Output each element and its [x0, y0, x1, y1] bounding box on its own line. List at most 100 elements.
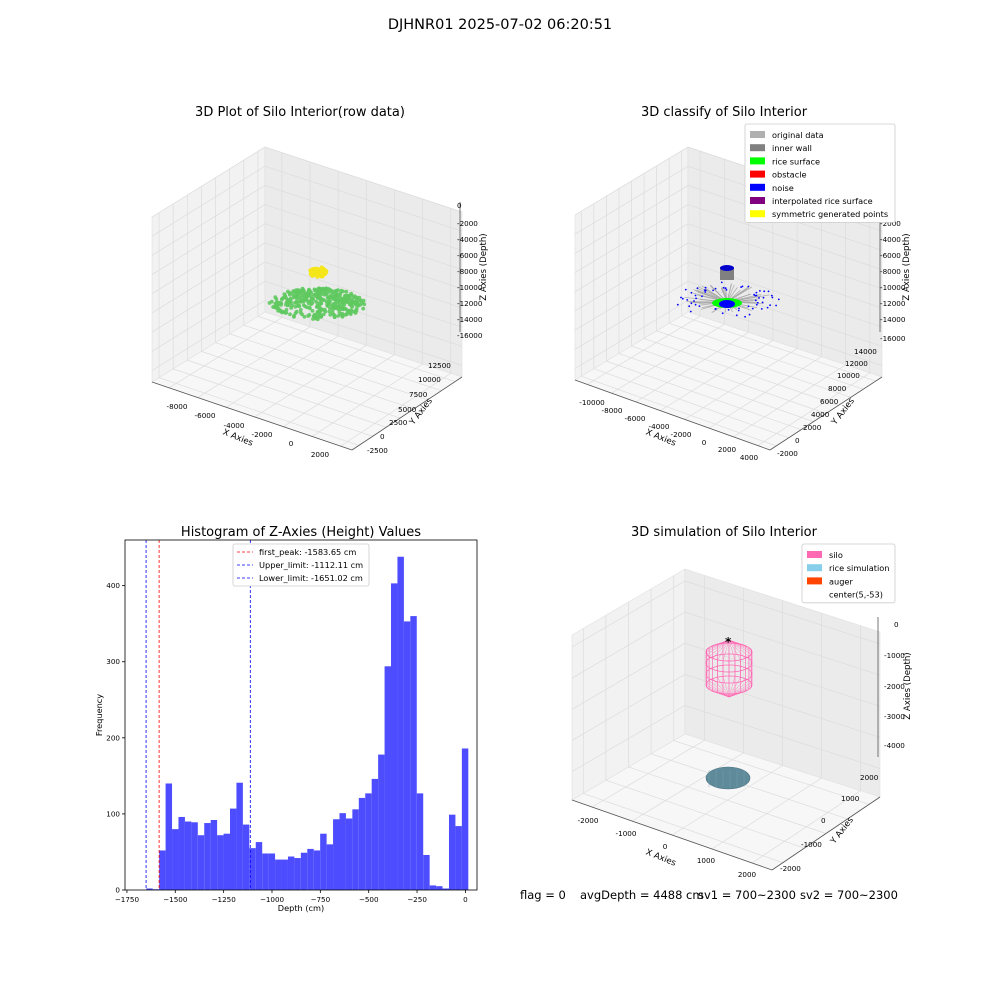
x-gridline: [254, 345, 367, 418]
silo-roof-line: [706, 639, 730, 650]
surface-point: [302, 314, 307, 319]
z-tick-label: -4000: [880, 235, 901, 244]
y-tick-label: 12500: [428, 361, 451, 370]
surface-point: [284, 302, 288, 307]
histogram-bar: [230, 808, 237, 890]
z-tick-label: 0: [894, 620, 899, 629]
legend-swatch: [807, 577, 822, 585]
surface-point: [294, 291, 298, 295]
z-gridline: [574, 261, 883, 331]
histogram-bar: [217, 835, 224, 890]
surface-point: [279, 302, 283, 307]
histogram-bar: [191, 822, 198, 890]
silo-roof-line: [728, 639, 736, 661]
figure-title: DJHNR01 2025-07-02 06:20:51: [387, 17, 613, 33]
silo-floor-line: [705, 684, 730, 698]
surface-point: [315, 301, 320, 305]
surface-point: [343, 307, 348, 311]
surface-point: [307, 313, 312, 317]
histogram-bar: [294, 858, 301, 890]
top-point: [320, 272, 325, 277]
x-tick-label: -8000: [602, 406, 623, 415]
histogram-bar: [358, 797, 366, 890]
histogram-bar: [197, 835, 205, 890]
surface-point: [341, 289, 345, 294]
legend-swatch: [750, 197, 765, 204]
histogram-bar: [204, 823, 211, 890]
surface-point: [306, 292, 310, 297]
z-tick-label: -6000: [880, 251, 901, 260]
simulation-3d-plot: 3D simulation of Silo Interior -2000 -1000…: [571, 525, 913, 879]
histogram-bar: [391, 583, 398, 890]
surface-point: [357, 298, 361, 303]
x-tick-label: −1000: [260, 895, 285, 904]
y-tick-label: 300: [106, 657, 120, 666]
histogram-bar: [165, 783, 173, 890]
surface-point: [310, 309, 315, 313]
surface-point: [275, 300, 280, 305]
y-gridline: [583, 793, 783, 864]
noise-point: [721, 312, 724, 315]
y-gridline: [605, 779, 805, 849]
surface-point: [349, 303, 354, 308]
x-tick-label: −750: [310, 895, 330, 904]
y-axis-line: [771, 796, 881, 871]
legend-label: rice simulation: [829, 563, 889, 573]
noise-point: [755, 303, 758, 306]
noise-point: [694, 294, 697, 297]
histogram-bar: [223, 833, 230, 890]
z-tick-label: -4000: [457, 235, 478, 244]
surface-point: [306, 301, 311, 306]
z-gridline: [574, 300, 883, 369]
surface-point: [353, 299, 358, 304]
y-gridline: [673, 740, 870, 805]
rice-simulation-surface: [705, 766, 751, 790]
y-tick-label: -2500: [367, 446, 388, 455]
noise-point: [771, 296, 774, 299]
y-gridline: [173, 368, 373, 437]
surface-point: [315, 310, 320, 315]
legend-box: [232, 543, 370, 587]
silo-floor-line: [728, 676, 736, 698]
surface-point: [293, 300, 297, 305]
z-tick-label: -6000: [457, 251, 478, 260]
simulation-3d-title: 3D simulation of Silo Interior: [631, 525, 818, 540]
surface-point: [330, 310, 335, 314]
surface-point: [299, 290, 304, 295]
surface-point: [304, 295, 309, 300]
noise-point: [763, 290, 766, 293]
surface-point: [311, 297, 316, 302]
legend-swatch: [750, 183, 765, 191]
surface-point: [294, 295, 299, 299]
noise-cluster-mark: [719, 300, 735, 308]
z-gridline: [574, 280, 883, 350]
silo-roof-line: [722, 639, 730, 644]
x-tick-label: 0: [289, 439, 294, 448]
x-gridline: [226, 335, 339, 408]
surface-point: [313, 294, 317, 298]
legend-swatch: [750, 144, 765, 152]
z-gridline: [571, 611, 881, 679]
noise-point: [690, 302, 693, 305]
x-tick-label: 2000: [718, 445, 737, 454]
surface-point: [276, 308, 281, 313]
silo-floor-line: [728, 682, 752, 698]
surface-point: [340, 313, 344, 318]
z-gridline: [574, 185, 883, 254]
noise-point: [738, 307, 740, 310]
surface-point: [279, 297, 284, 302]
surface-point: [343, 313, 348, 317]
noise-point: [690, 291, 693, 294]
x-tick-label: −500: [359, 895, 379, 904]
z-gridline: [151, 242, 463, 314]
histogram-bar: [339, 813, 346, 890]
legend-swatch: [750, 131, 765, 138]
avg-depth-status: avgDepth = 4488 cm: [580, 888, 704, 902]
z-gridline: [574, 223, 883, 292]
y-tick-label: 0: [795, 436, 800, 445]
surface-point: [312, 287, 317, 292]
y-gridline: [650, 753, 848, 820]
surface-point: [291, 295, 296, 300]
y-tick-label: 200: [106, 733, 120, 742]
legend-label: interpolated rice surface: [772, 196, 873, 206]
